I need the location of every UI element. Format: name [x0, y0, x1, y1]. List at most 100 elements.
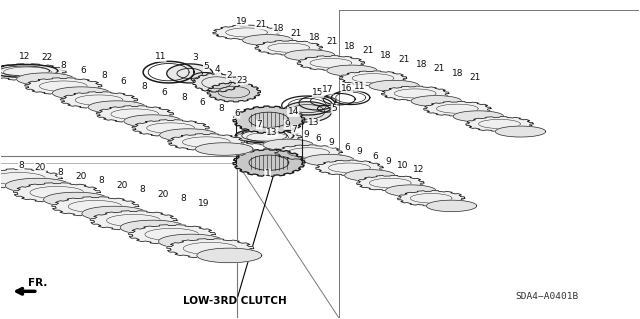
Text: 21: 21	[291, 29, 302, 38]
Polygon shape	[243, 34, 292, 46]
Text: 8: 8	[182, 93, 188, 102]
Text: 9: 9	[303, 130, 309, 138]
Text: SDA4−A0401B: SDA4−A0401B	[515, 292, 579, 300]
Text: 8: 8	[99, 176, 104, 185]
Text: 17: 17	[322, 85, 333, 94]
Text: 6: 6	[161, 88, 167, 97]
Text: 7: 7	[257, 120, 262, 129]
Text: 20: 20	[157, 189, 168, 199]
Polygon shape	[52, 87, 110, 100]
Polygon shape	[283, 102, 332, 122]
Text: 11: 11	[354, 82, 365, 91]
Text: 12: 12	[413, 166, 425, 174]
Polygon shape	[297, 56, 365, 70]
Text: 9: 9	[385, 157, 391, 166]
Text: 6: 6	[81, 66, 86, 75]
Polygon shape	[120, 220, 185, 235]
Polygon shape	[5, 178, 70, 193]
Text: 21: 21	[470, 73, 481, 82]
Text: 8: 8	[58, 168, 63, 177]
Polygon shape	[369, 80, 419, 91]
Polygon shape	[13, 183, 100, 202]
Text: 8: 8	[180, 194, 186, 203]
Polygon shape	[233, 106, 305, 134]
Text: 4: 4	[215, 65, 221, 74]
Text: 12: 12	[19, 52, 31, 61]
Polygon shape	[90, 211, 177, 230]
Polygon shape	[159, 234, 223, 249]
Polygon shape	[88, 101, 146, 113]
Polygon shape	[385, 185, 436, 197]
Polygon shape	[206, 79, 244, 95]
Polygon shape	[495, 126, 546, 137]
Text: 9: 9	[284, 120, 290, 129]
Polygon shape	[327, 65, 377, 76]
Text: 18: 18	[380, 51, 392, 60]
Text: 6: 6	[234, 109, 240, 118]
Polygon shape	[453, 111, 504, 122]
Polygon shape	[207, 82, 260, 102]
Text: 3: 3	[193, 53, 198, 62]
Text: 10: 10	[397, 161, 409, 170]
Polygon shape	[195, 143, 253, 155]
Polygon shape	[159, 129, 217, 141]
Polygon shape	[304, 154, 354, 166]
Text: 18: 18	[452, 69, 463, 78]
Polygon shape	[124, 115, 182, 127]
Polygon shape	[234, 130, 301, 145]
Polygon shape	[411, 96, 461, 107]
Text: 21: 21	[362, 46, 374, 56]
Polygon shape	[263, 139, 313, 151]
Polygon shape	[397, 190, 465, 206]
Text: 20: 20	[35, 163, 46, 172]
Polygon shape	[25, 78, 102, 94]
Polygon shape	[0, 64, 66, 80]
Text: 8: 8	[19, 161, 24, 170]
Text: 2: 2	[227, 71, 232, 80]
Polygon shape	[345, 170, 395, 181]
Polygon shape	[275, 145, 342, 160]
Text: 18: 18	[273, 24, 284, 33]
Polygon shape	[0, 169, 62, 188]
Polygon shape	[316, 160, 383, 175]
Text: 19: 19	[236, 17, 248, 26]
Text: 18: 18	[308, 33, 320, 42]
Polygon shape	[167, 64, 212, 83]
Polygon shape	[60, 92, 138, 108]
Text: 20: 20	[116, 181, 128, 190]
Text: 7: 7	[292, 125, 298, 134]
Text: 16: 16	[341, 84, 353, 93]
Polygon shape	[213, 25, 280, 40]
Text: 21: 21	[434, 64, 445, 73]
Polygon shape	[285, 50, 335, 61]
Polygon shape	[191, 72, 219, 84]
Polygon shape	[466, 116, 533, 131]
Polygon shape	[17, 73, 74, 85]
Polygon shape	[132, 120, 209, 137]
Polygon shape	[424, 101, 491, 116]
Polygon shape	[356, 175, 424, 191]
Text: 6: 6	[344, 143, 349, 152]
Text: 8: 8	[218, 104, 224, 113]
Text: 9: 9	[356, 147, 362, 156]
Text: 6: 6	[372, 152, 378, 161]
Text: 8: 8	[140, 185, 145, 194]
Polygon shape	[52, 197, 139, 216]
Polygon shape	[381, 86, 449, 101]
Text: 1: 1	[265, 169, 271, 178]
Polygon shape	[426, 200, 477, 211]
Polygon shape	[197, 248, 262, 263]
Text: 21: 21	[326, 38, 338, 47]
Text: 14: 14	[287, 108, 299, 116]
Text: 18: 18	[416, 60, 428, 69]
Text: 18: 18	[344, 42, 356, 51]
Text: 13: 13	[308, 118, 319, 128]
Polygon shape	[339, 71, 407, 85]
Text: 15: 15	[312, 88, 324, 97]
Polygon shape	[44, 192, 109, 207]
Text: 8: 8	[60, 61, 66, 70]
Polygon shape	[166, 239, 253, 258]
Text: 5: 5	[204, 62, 209, 71]
Text: 6: 6	[316, 134, 321, 143]
Text: 23: 23	[236, 76, 248, 85]
